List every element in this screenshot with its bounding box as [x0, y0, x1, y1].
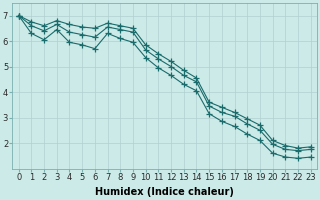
- X-axis label: Humidex (Indice chaleur): Humidex (Indice chaleur): [95, 187, 234, 197]
